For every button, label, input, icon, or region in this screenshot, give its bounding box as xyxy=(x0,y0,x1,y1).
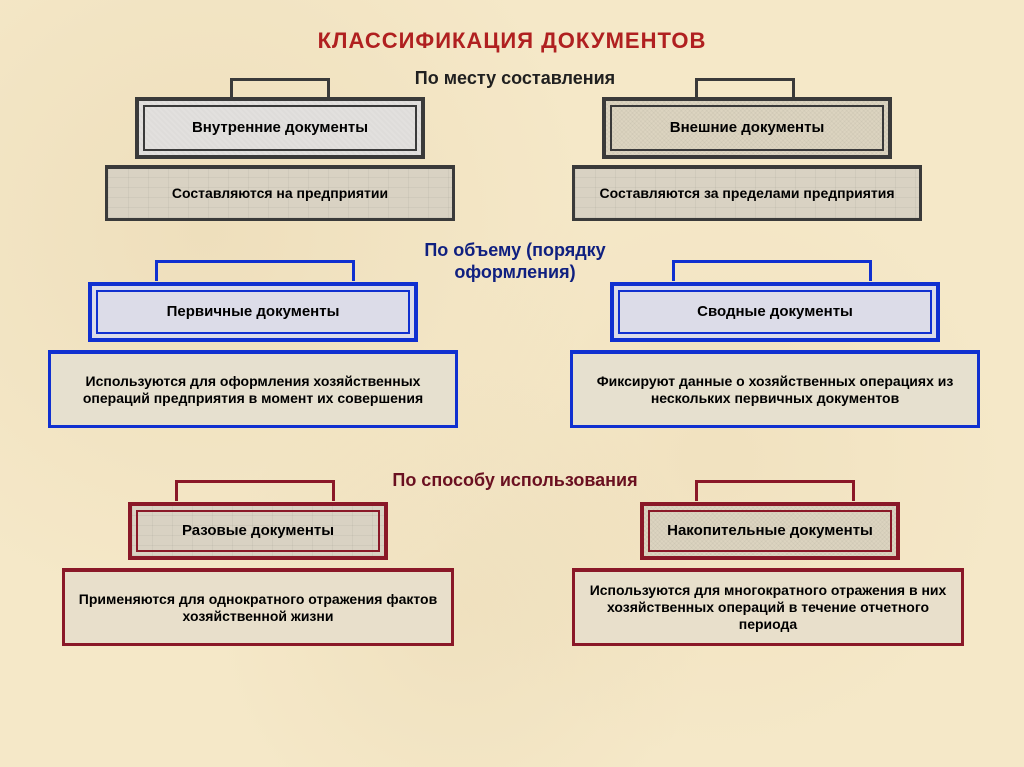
section1-label: По месту составления xyxy=(350,68,680,90)
s1-left-top-text: Внутренние документы xyxy=(145,119,415,137)
main-title: КЛАССИФИКАЦИЯ ДОКУМЕНТОВ xyxy=(0,0,1024,54)
section2-bracket xyxy=(155,260,355,278)
s2-right-top: Сводные документы xyxy=(610,282,940,342)
section2-label: По объему (порядку оформления) xyxy=(370,240,660,283)
s2-right-top-text: Сводные документы xyxy=(620,303,930,321)
s3-left-desc-text: Применяются для однократного отражения ф… xyxy=(73,591,443,625)
s3-left-desc: Применяются для однократного отражения ф… xyxy=(62,568,454,646)
s3-left-top-text: Разовые документы xyxy=(138,522,378,540)
s2-right-desc-text: Фиксируют данные о хозяйственных операци… xyxy=(581,373,969,407)
s2-left-desc-text: Используются для оформления хозяйственны… xyxy=(59,373,447,407)
section3-label: По способу использования xyxy=(350,470,680,492)
s1-right-desc: Составляются за пределами предприятия xyxy=(572,165,922,221)
section3-bracket-r xyxy=(695,480,855,498)
s3-right-top-text: Накопительные документы xyxy=(650,522,890,540)
section2-bracket-r xyxy=(672,260,872,278)
s2-left-top-text: Первичные документы xyxy=(98,303,408,321)
s1-left-desc-text: Составляются на предприятии xyxy=(116,185,444,202)
s3-left-top: Разовые документы xyxy=(128,502,388,560)
s1-right-desc-text: Составляются за пределами предприятия xyxy=(583,185,911,202)
section1-bracket xyxy=(230,78,330,96)
s2-left-desc: Используются для оформления хозяйственны… xyxy=(48,350,458,428)
s1-right-top-text: Внешние документы xyxy=(612,119,882,137)
s1-left-desc: Составляются на предприятии xyxy=(105,165,455,221)
s3-right-desc-text: Используются для многократного отражения… xyxy=(583,582,953,632)
s3-right-desc: Используются для многократного отражения… xyxy=(572,568,964,646)
s1-left-top: Внутренние документы xyxy=(135,97,425,159)
s3-right-top: Накопительные документы xyxy=(640,502,900,560)
s1-right-top: Внешние документы xyxy=(602,97,892,159)
section1-bracket-r xyxy=(695,78,795,96)
section3-bracket xyxy=(175,480,335,498)
s2-left-top: Первичные документы xyxy=(88,282,418,342)
s2-right-desc: Фиксируют данные о хозяйственных операци… xyxy=(570,350,980,428)
